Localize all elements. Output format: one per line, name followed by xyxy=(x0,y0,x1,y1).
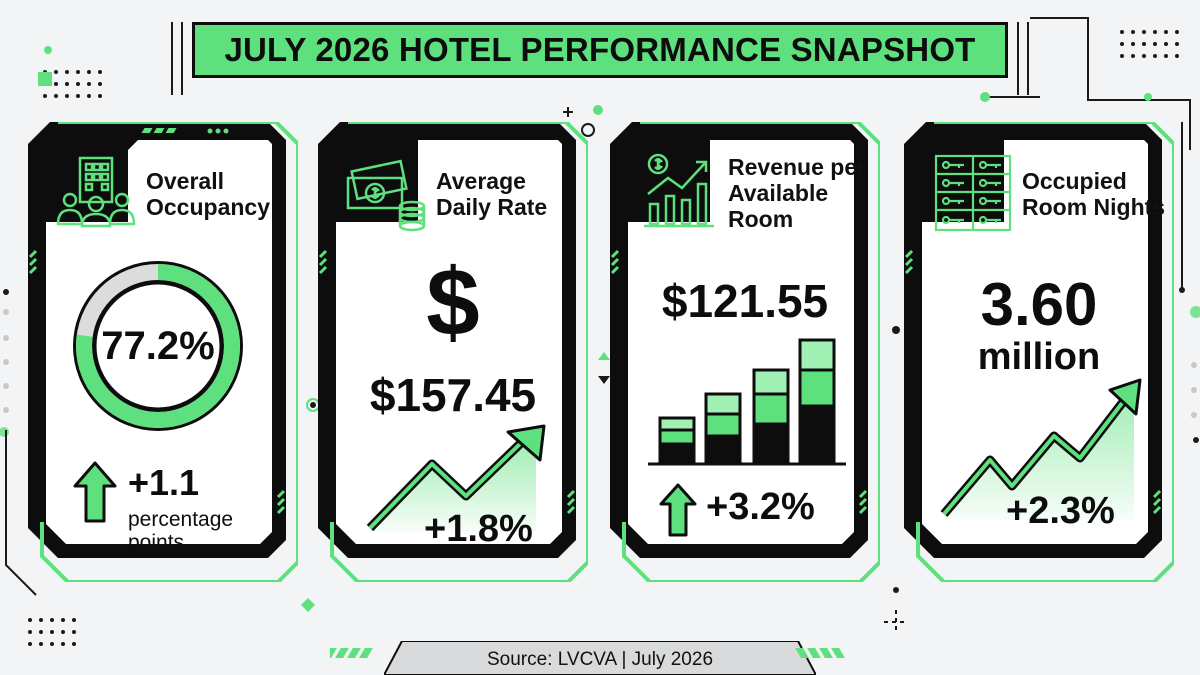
dot-grid-bottom-left xyxy=(28,618,76,646)
card-label-line: Occupied xyxy=(1022,168,1127,194)
occupancy-change-unit: percentage points xyxy=(128,508,233,554)
dollar-sign-symbol: $ xyxy=(426,249,480,356)
card-label-line: Room Nights xyxy=(1022,194,1166,220)
source-footer-shape xyxy=(384,641,816,675)
occupancy-card: Overall Occupancy 77.2% +1.1 percentage … xyxy=(28,122,298,582)
adr-change-value: +1.8% xyxy=(424,508,533,550)
room-keys-icon xyxy=(934,154,1012,232)
dot-grid-top-right xyxy=(1120,30,1179,58)
revpar-card: Revenue per Available Room $121.55 +3.2% xyxy=(610,122,880,582)
card-label: Overall Occupancy xyxy=(146,168,296,220)
card-label-line: Room xyxy=(728,206,794,232)
occupancy-change-value: +1.1 xyxy=(128,462,200,503)
green-square-mark xyxy=(38,72,52,86)
occupancy-donut-fill xyxy=(76,264,240,428)
room-nights-unit: million xyxy=(977,336,1101,378)
card-label-line: Revenue per xyxy=(728,154,867,180)
change-unit-line: percentage xyxy=(128,508,234,531)
adr-card: Average Daily Rate $ $157.45 +1.8% xyxy=(318,122,588,582)
occupancy-donut xyxy=(73,261,243,431)
card-label-line: Occupancy xyxy=(146,194,270,220)
source-text: Source: LVCVA | July 2026 xyxy=(486,649,714,670)
revpar-bar-graphic xyxy=(648,338,846,466)
card-label-line: Overall xyxy=(146,168,224,194)
up-arrow-icon xyxy=(73,461,117,523)
change-unit-line: points xyxy=(128,531,185,554)
card-label: Revenue per Available Room xyxy=(728,154,876,232)
page-title: JULY 2026 HOTEL PERFORMANCE SNAPSHOT xyxy=(224,31,976,68)
money-coins-icon xyxy=(346,159,426,232)
hotel-guests-icon xyxy=(56,156,136,228)
adr-trend-arrow xyxy=(366,424,546,532)
room-nights-trend-arrow xyxy=(940,378,1142,520)
card-label: Average Daily Rate xyxy=(436,168,586,220)
card-frame xyxy=(318,122,588,582)
card-label: Occupied Room Nights xyxy=(1022,168,1172,220)
revpar-value: $121.55 xyxy=(661,275,829,327)
growth-chart-icon xyxy=(644,153,714,228)
room-nights-change-value: +2.3% xyxy=(1006,490,1115,532)
adr-value: $157.45 xyxy=(369,369,537,421)
room-nights-card: Occupied Room Nights 3.60 million +2.3% xyxy=(904,122,1174,582)
occupancy-value: 77.2% xyxy=(101,324,215,368)
room-nights-value: 3.60 xyxy=(980,271,1098,338)
page-title-banner: JULY 2026 HOTEL PERFORMANCE SNAPSHOT xyxy=(192,22,1008,78)
card-label-line: Daily Rate xyxy=(436,194,548,220)
card-label-line: Average xyxy=(436,168,526,194)
footer-stripes xyxy=(330,648,845,658)
revpar-change-value: +3.2% xyxy=(706,486,815,528)
card-label-line: Available xyxy=(728,180,829,206)
up-arrow-icon xyxy=(659,483,697,537)
source-footer: Source: LVCVA | July 2026 xyxy=(384,641,816,675)
